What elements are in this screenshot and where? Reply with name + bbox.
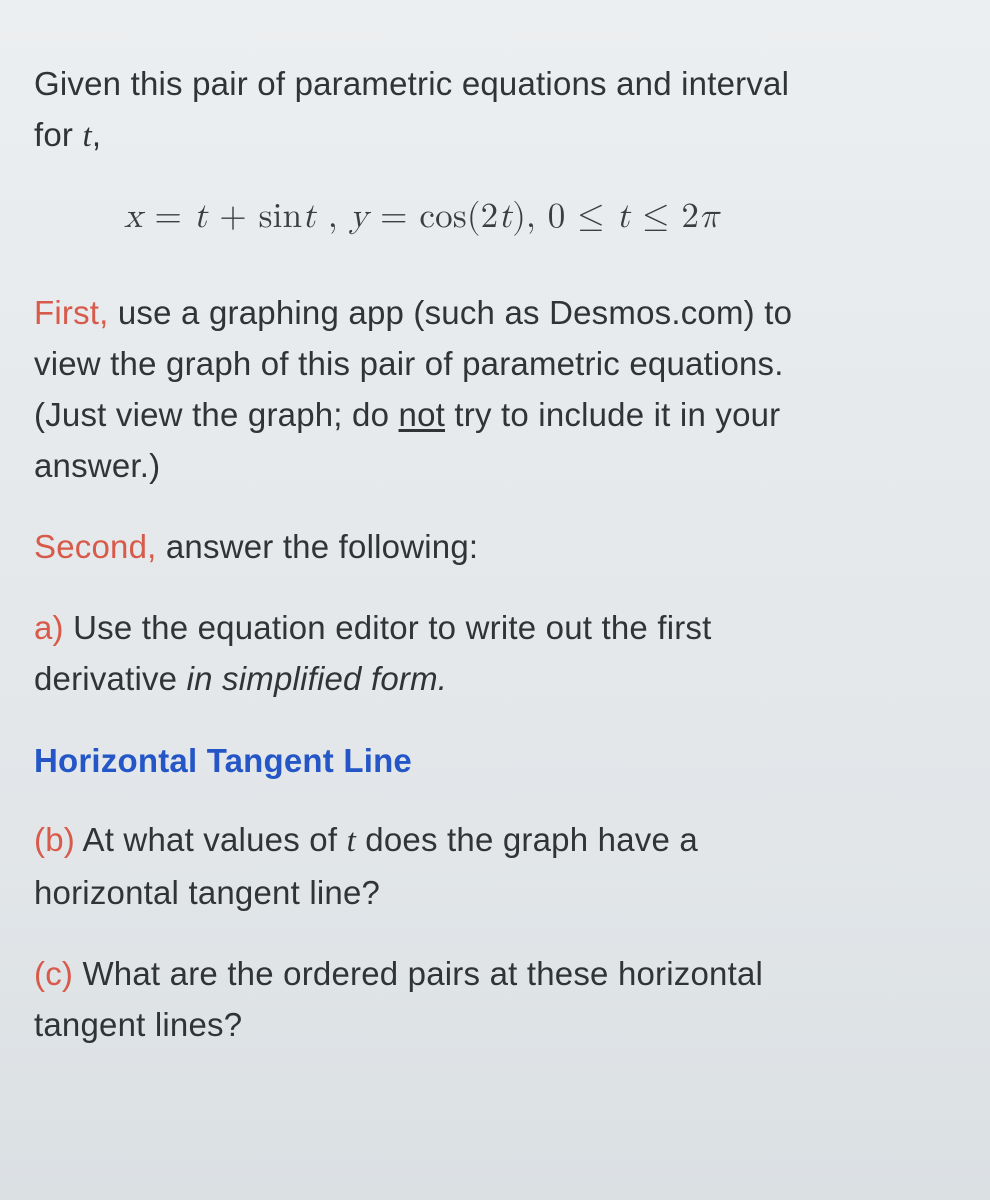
intro-line1: Given this pair of parametric equations …	[34, 65, 789, 102]
part-c-label: (c)	[34, 955, 73, 992]
intro-line2-suffix: ,	[92, 116, 101, 153]
part-a-line1: Use the equation editor to write out the…	[64, 609, 712, 646]
first-line1: use a graphing app (such as Desmos.com) …	[109, 294, 793, 331]
eq-t2: t	[302, 199, 316, 234]
first-line3a: (Just view the graph; do	[34, 396, 399, 433]
part-b: (b) At what values of t does the graph h…	[34, 814, 956, 918]
first-line4: answer.)	[34, 447, 160, 484]
eq-eq1: =	[143, 199, 194, 234]
part-b-line2: horizontal tangent line?	[34, 874, 380, 911]
second-rest: answer the following:	[157, 528, 479, 565]
part-b-line1b: does the graph have a	[356, 821, 698, 858]
first-not: not	[399, 396, 445, 433]
eq-plus-sin: + sin	[208, 199, 303, 234]
part-c: (c) What are the ordered pairs at these …	[34, 948, 956, 1050]
eq-comma1: ,	[316, 199, 350, 234]
eq-y: y	[350, 199, 369, 234]
first-line2: view the graph of this pair of parametri…	[34, 345, 784, 382]
eq-t1: t	[194, 199, 208, 234]
eq-t4: t	[617, 199, 631, 234]
part-c-line2: tangent lines?	[34, 1006, 242, 1043]
part-b-label: (b)	[34, 821, 75, 858]
intro-var-t: t	[82, 118, 91, 154]
second-instruction: Second, answer the following:	[34, 521, 956, 572]
first-instruction: First, use a graphing app (such as Desmo…	[34, 287, 956, 492]
horizontal-tangent-heading: Horizontal Tangent Line	[34, 735, 956, 786]
parametric-equations: x = t + sint , y = cos(2t), 0 ≤ t ≤ 2π	[34, 190, 956, 244]
intro-line2-prefix: for	[34, 116, 82, 153]
part-a: a) Use the equation editor to write out …	[34, 602, 956, 704]
eq-cos: = cos(2	[368, 199, 498, 234]
eq-t3: t	[498, 199, 512, 234]
eq-pi: π	[699, 199, 720, 234]
problem-page: Given this pair of parametric equations …	[0, 0, 990, 1200]
first-line3b: try to include it in your	[445, 396, 780, 433]
part-a-label: a)	[34, 609, 64, 646]
eq-close: ), 0 ≤	[512, 199, 616, 234]
part-c-line1: What are the ordered pairs at these hori…	[73, 955, 763, 992]
eq-le: ≤ 2	[630, 199, 699, 234]
part-b-line1a: At what values of	[75, 821, 347, 858]
intro-paragraph: Given this pair of parametric equations …	[34, 58, 956, 162]
part-b-var-t: t	[347, 823, 356, 859]
eq-x: x	[124, 199, 143, 234]
first-keyword: First,	[34, 294, 109, 331]
part-a-italic: in simplified form.	[187, 660, 448, 697]
part-a-line2a: derivative	[34, 660, 187, 697]
second-keyword: Second,	[34, 528, 157, 565]
